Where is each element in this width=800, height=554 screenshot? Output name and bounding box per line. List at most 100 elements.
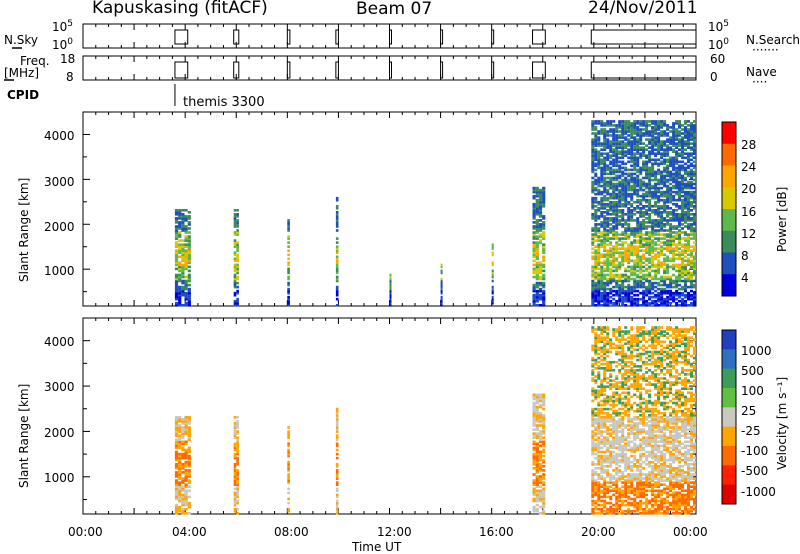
heatmap-cell xyxy=(690,170,693,174)
heatmap-cell xyxy=(603,393,607,397)
heatmap-cell xyxy=(591,202,595,206)
heatmap-cell xyxy=(597,176,601,180)
heatmap-cell xyxy=(615,411,619,415)
heatmap-cell xyxy=(651,136,655,139)
heatmap-cell xyxy=(687,253,690,257)
heatmap-cell xyxy=(639,383,643,386)
heatmap-cell xyxy=(603,481,607,484)
heatmap-cell xyxy=(236,473,239,476)
heatmap-cell xyxy=(600,456,604,460)
heatmap-cell xyxy=(535,467,539,470)
heatmap-cell xyxy=(630,249,634,252)
x-tick: 00:00 xyxy=(673,525,708,539)
heatmap-cell xyxy=(187,458,191,462)
heatmap-cell xyxy=(630,247,634,250)
heatmap-cell xyxy=(636,180,640,184)
heatmap-cell xyxy=(187,475,191,478)
heatmap-cell xyxy=(690,182,693,186)
heatmap-cell xyxy=(687,259,690,263)
heatmap-cell xyxy=(606,283,610,287)
heatmap-cell xyxy=(591,442,595,446)
heatmap-cell xyxy=(612,438,616,442)
heatmap-cell xyxy=(672,237,676,240)
heatmap-cell xyxy=(542,477,546,480)
heatmap-cell xyxy=(639,334,643,337)
heatmap-cell xyxy=(678,279,681,283)
heatmap-cell xyxy=(675,253,679,257)
heatmap-cell xyxy=(603,160,607,164)
heatmap-cell xyxy=(597,285,601,289)
heatmap-cell xyxy=(630,241,634,244)
heatmap-cell xyxy=(621,336,625,339)
heatmap-cell xyxy=(612,328,616,331)
heatmap-cell xyxy=(642,215,646,218)
heatmap-cell xyxy=(615,391,619,395)
heatmap-cell xyxy=(627,393,631,397)
heatmap-cell xyxy=(603,219,607,222)
heatmap-cell xyxy=(233,509,237,513)
heatmap-cell xyxy=(693,223,696,226)
heatmap-cell xyxy=(612,128,616,131)
heatmap-cell xyxy=(627,237,631,240)
heatmap-cell xyxy=(389,279,392,283)
heatmap-cell xyxy=(624,352,628,356)
heatmap-cell xyxy=(335,509,339,513)
heatmap-cell xyxy=(648,279,652,283)
heatmap-cell xyxy=(657,251,661,254)
heatmap-cell xyxy=(672,227,676,230)
heatmap-cell xyxy=(542,200,546,204)
heatmap-cell xyxy=(660,130,664,133)
heatmap-cell xyxy=(684,279,687,283)
heatmap-cell xyxy=(440,295,443,299)
heatmap-cell xyxy=(178,233,182,236)
heatmap-cell xyxy=(669,279,673,283)
heatmap-cell xyxy=(233,219,237,222)
heatmap-cell xyxy=(597,237,601,240)
heatmap-cell xyxy=(597,409,601,413)
heatmap-cell xyxy=(606,142,610,145)
heatmap-cell xyxy=(184,454,188,458)
heatmap-cell xyxy=(174,442,179,446)
heatmap-cell xyxy=(693,172,696,176)
heatmap-cell xyxy=(612,233,616,236)
heatmap-cell xyxy=(335,512,339,515)
heatmap-cell xyxy=(630,377,634,380)
heatmap-cell xyxy=(532,217,536,220)
heatmap-cell xyxy=(591,257,595,261)
heatmap-cell xyxy=(669,126,673,129)
heatmap-cell xyxy=(648,261,652,265)
heatmap-cell xyxy=(639,211,643,214)
heatmap-cell xyxy=(591,365,595,368)
heatmap-cell xyxy=(542,265,546,269)
heatmap-cell xyxy=(287,304,290,307)
heatmap-cell xyxy=(174,277,179,281)
heatmap-cell xyxy=(636,261,640,265)
heatmap-cell xyxy=(639,487,643,491)
heatmap-cell xyxy=(184,243,188,246)
heatmap-cell xyxy=(636,289,640,293)
heatmap-cell xyxy=(621,156,625,160)
heatmap-cell xyxy=(287,302,290,305)
heatmap-cell xyxy=(645,275,649,279)
heatmap-cell xyxy=(663,144,667,147)
heatmap-cell xyxy=(642,302,646,305)
heatmap-cell xyxy=(642,213,646,216)
heatmap-cell xyxy=(615,409,619,413)
heatmap-cell xyxy=(636,407,640,411)
heatmap-cell xyxy=(672,253,676,257)
heatmap-cell xyxy=(615,293,619,297)
heatmap-cell xyxy=(184,501,188,505)
heatmap-cell xyxy=(591,148,595,151)
heatmap-cell xyxy=(603,350,607,354)
heatmap-cell xyxy=(174,493,179,497)
heatmap-cell xyxy=(636,281,640,285)
heatmap-cell xyxy=(609,452,613,456)
heatmap-cell xyxy=(609,184,613,188)
heatmap-cell xyxy=(687,172,690,176)
heatmap-cell xyxy=(594,344,598,348)
heatmap-cell xyxy=(606,287,610,291)
heatmap-cell xyxy=(651,152,655,155)
heatmap-cell xyxy=(594,418,598,421)
heatmap-cell xyxy=(633,302,637,305)
heatmap-cell xyxy=(600,265,604,269)
